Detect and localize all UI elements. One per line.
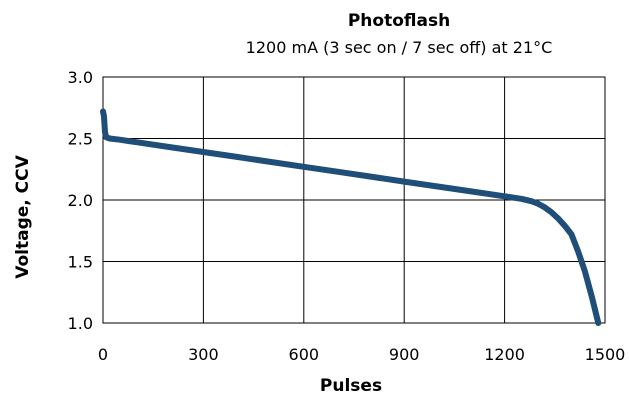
plot-border <box>102 76 606 324</box>
y-tick-label: 1.0 <box>68 314 93 333</box>
y-tick-label: 2.0 <box>68 191 93 210</box>
x-ticks: 0 300 600 900 1200 1500 <box>98 345 625 364</box>
chart-title: Photoflash <box>348 11 450 31</box>
x-tick-label: 1500 <box>585 345 626 364</box>
series-line <box>100 108 602 326</box>
y-axis-label: Voltage, CCV <box>13 154 33 278</box>
y-tick-label: 2.5 <box>68 130 93 149</box>
y-tick-label: 1.5 <box>68 253 93 272</box>
x-tick-label: 600 <box>289 345 320 364</box>
y-ticks: 1.0 1.5 2.0 2.5 3.0 <box>68 68 93 333</box>
x-axis-label: Pulses <box>320 376 382 395</box>
chart-subtitle: 1200 mA (3 sec on / 7 sec off) at 21°C <box>246 38 553 57</box>
x-tick-label: 1200 <box>484 345 525 364</box>
x-tick-label: 0 <box>98 345 108 364</box>
x-tick-label: 300 <box>188 345 219 364</box>
y-tick-label: 3.0 <box>68 68 93 87</box>
x-tick-label: 900 <box>389 345 420 364</box>
